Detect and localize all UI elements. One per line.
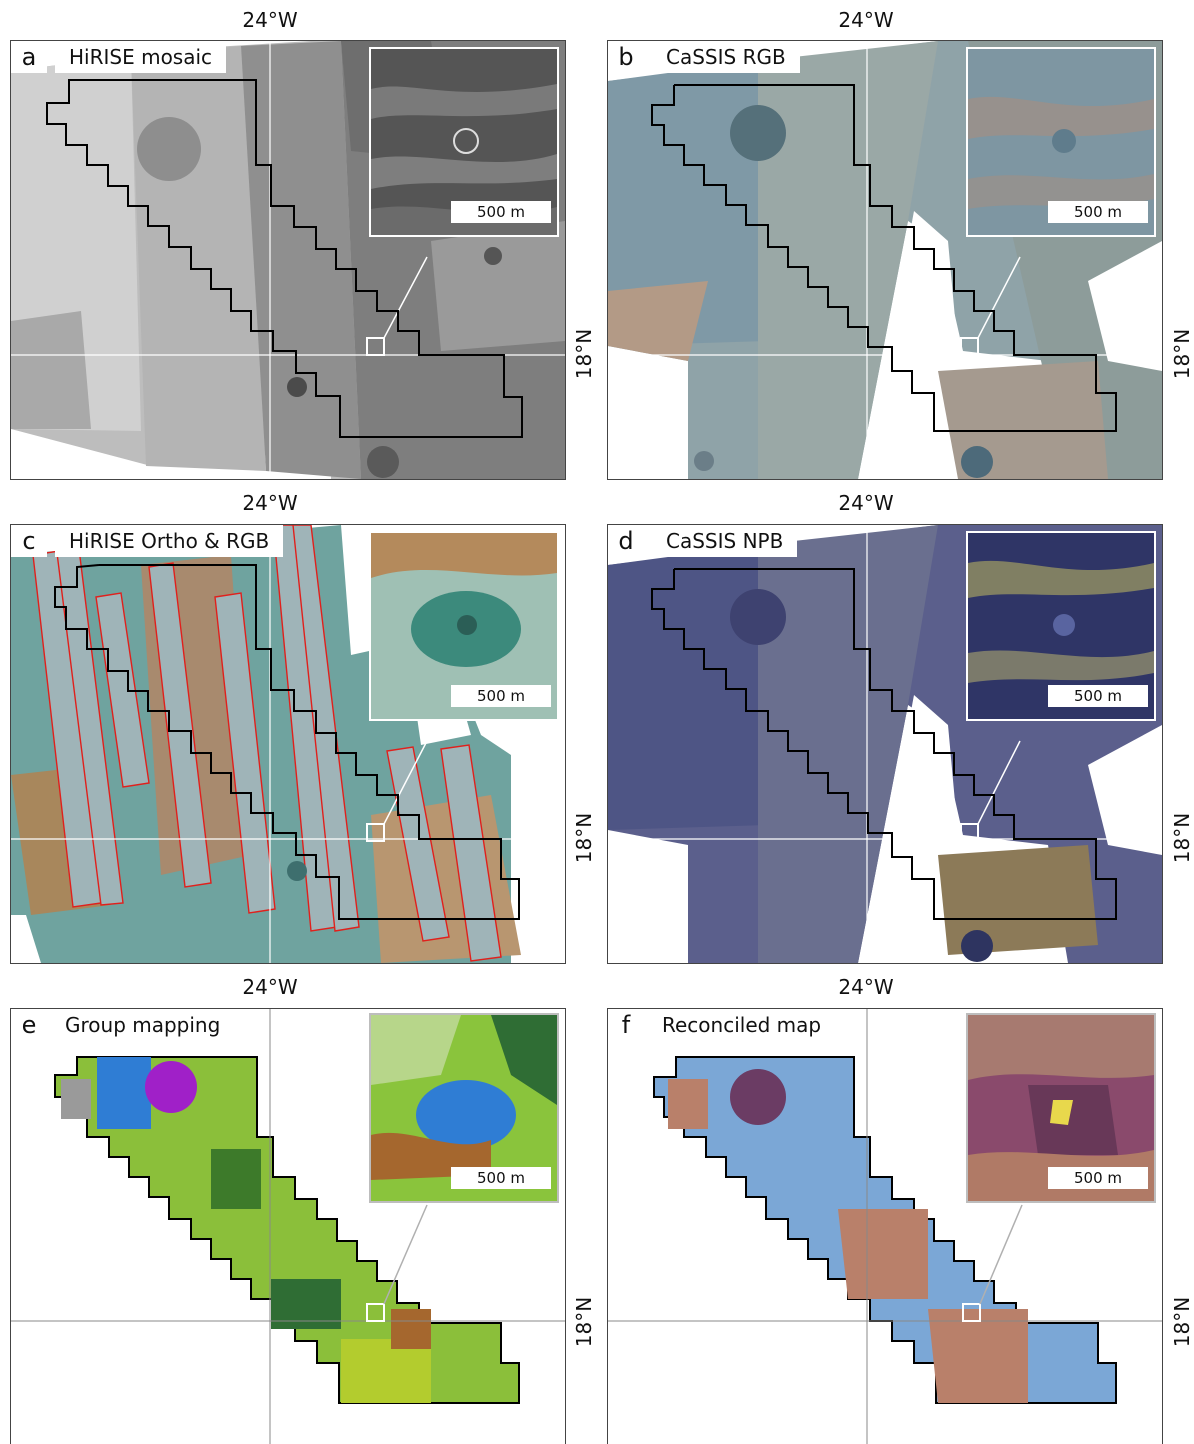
- inset-f: 500 m: [966, 1013, 1156, 1203]
- scale-bar-c: 500 m: [451, 685, 551, 707]
- inset-b: 500 m: [966, 47, 1156, 237]
- panel-c-hirise-ortho-rgb: 500 m c HiRISE Ortho & RGB: [10, 524, 566, 964]
- lat-label-c: 18°N: [572, 812, 596, 864]
- lon-label-d: 24°W: [838, 491, 894, 515]
- lat-label-b: 18°N: [1170, 328, 1194, 380]
- hirise-strips: [32, 525, 502, 962]
- lon-label-e: 24°W: [242, 975, 298, 999]
- lat-label-f: 18°N: [1170, 1296, 1194, 1348]
- panel-letter-b: b: [608, 41, 644, 73]
- panel-letter-e: e: [21, 1011, 37, 1039]
- panel-d-cassis-npb: 500 m d CaSSIS NPB: [607, 524, 1163, 964]
- scale-bar-a: 500 m: [451, 201, 551, 223]
- lat-label-e: 18°N: [572, 1296, 596, 1348]
- panel-letter-a: a: [11, 41, 47, 73]
- lon-label-b: 24°W: [838, 8, 894, 32]
- panel-title-b: CaSSIS RGB: [652, 41, 800, 73]
- lon-label-f: 24°W: [838, 975, 894, 999]
- panel-title-a: HiRISE mosaic: [55, 41, 227, 73]
- inset-e: 500 m: [369, 1013, 559, 1203]
- panel-title-d: CaSSIS NPB: [652, 525, 798, 557]
- lat-label-d: 18°N: [1170, 812, 1194, 864]
- panel-letter-c: c: [11, 525, 47, 557]
- scale-bar-f: 500 m: [1048, 1167, 1148, 1189]
- panel-b-cassis-rgb: 500 m b CaSSIS RGB: [607, 40, 1163, 480]
- lon-label-a: 24°W: [242, 8, 298, 32]
- inset-d: 500 m: [966, 531, 1156, 721]
- panel-letter-d: d: [608, 525, 644, 557]
- cassis-npb-map: [608, 525, 1162, 963]
- panel-f-reconciled-map: 500 m f Reconciled map: [607, 1008, 1163, 1444]
- panel-title-c: HiRISE Ortho & RGB: [55, 525, 284, 557]
- panel-a-hirise-mosaic: 500 m a HiRISE mosaic: [10, 40, 566, 480]
- panel-title-f: Reconciled map: [662, 1013, 822, 1037]
- scale-bar-b: 500 m: [1048, 201, 1148, 223]
- scale-bar-e: 500 m: [451, 1167, 551, 1189]
- inset-a: 500 m: [369, 47, 559, 237]
- lat-label-a: 18°N: [572, 328, 596, 380]
- panel-e-group-mapping: 500 m e Group mapping: [10, 1008, 566, 1444]
- lon-label-c: 24°W: [242, 491, 298, 515]
- inset-c: 500 m: [369, 531, 559, 721]
- panel-title-e: Group mapping: [65, 1013, 221, 1037]
- panel-letter-f: f: [621, 1011, 631, 1039]
- scale-bar-d: 500 m: [1048, 685, 1148, 707]
